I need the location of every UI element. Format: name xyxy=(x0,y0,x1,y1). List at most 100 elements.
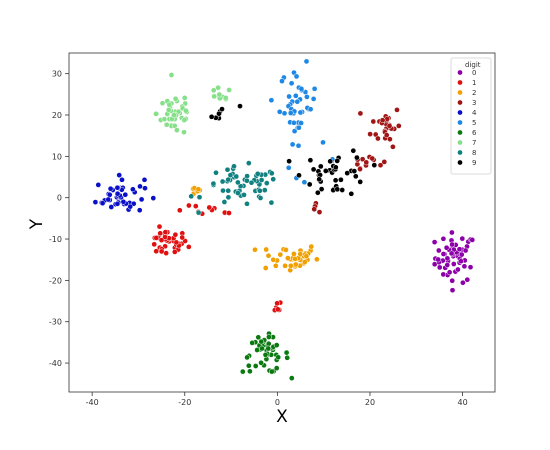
point-digit-6 xyxy=(252,363,259,369)
point-digit-3 xyxy=(379,117,386,124)
point-digit-9 xyxy=(371,162,378,168)
point-digit-4 xyxy=(108,204,115,210)
point-digit-4 xyxy=(116,172,123,178)
point-digit-4 xyxy=(138,196,145,203)
legend-label-1: 1 xyxy=(472,79,476,87)
point-digit-7 xyxy=(171,112,177,118)
point-digit-7 xyxy=(181,95,188,101)
point-digit-7 xyxy=(222,95,229,101)
point-digit-9 xyxy=(354,154,360,161)
point-digit-4 xyxy=(136,207,143,214)
point-digit-1 xyxy=(153,235,160,241)
point-digit-1 xyxy=(176,207,183,214)
legend-marker-1 xyxy=(457,79,463,86)
legend-items: 0 1 2 3 4 5 6 7 8 9 xyxy=(457,69,477,167)
point-digit-0 xyxy=(449,277,456,284)
point-digit-0 xyxy=(435,247,442,254)
point-digit-9 xyxy=(314,189,321,196)
point-digit-2 xyxy=(270,256,277,263)
point-digit-4 xyxy=(105,196,112,203)
point-digit-9 xyxy=(237,103,243,109)
point-digit-9 xyxy=(332,164,339,171)
point-digit-7 xyxy=(226,87,232,93)
legend-label-8: 8 xyxy=(472,149,476,157)
point-digit-4 xyxy=(120,198,127,205)
point-digit-0 xyxy=(455,266,461,273)
point-digit-4 xyxy=(122,191,129,198)
point-digit-3 xyxy=(383,132,390,138)
point-digit-6 xyxy=(239,368,246,375)
point-digit-3 xyxy=(377,162,384,169)
x-tick-label: -40 xyxy=(86,398,99,407)
point-digit-2 xyxy=(287,262,294,269)
point-digit-9 xyxy=(307,157,314,164)
point-digit-5 xyxy=(294,98,301,105)
point-digit-7 xyxy=(165,107,172,113)
point-digit-3 xyxy=(395,123,402,129)
point-digit-1 xyxy=(274,300,280,307)
point-digit-8 xyxy=(213,169,219,176)
point-digit-8 xyxy=(244,177,250,184)
point-digit-4 xyxy=(114,200,121,207)
point-digit-4 xyxy=(142,185,148,192)
point-digit-9 xyxy=(357,179,364,185)
point-digit-2 xyxy=(265,252,272,259)
point-digit-6 xyxy=(275,354,282,361)
point-digit-0 xyxy=(461,263,468,270)
point-digit-5 xyxy=(298,85,305,92)
point-digit-5 xyxy=(291,119,297,126)
legend-label-0: 0 xyxy=(472,69,476,77)
point-digit-9 xyxy=(350,147,357,154)
point-digit-6 xyxy=(284,354,291,361)
point-digit-5 xyxy=(289,141,296,148)
legend-label-7: 7 xyxy=(472,139,476,147)
point-digit-6 xyxy=(265,340,272,347)
point-digit-6 xyxy=(244,354,250,361)
point-digit-6 xyxy=(258,359,264,366)
point-digit-8 xyxy=(263,180,270,186)
point-digit-1 xyxy=(158,248,165,255)
point-digit-2 xyxy=(252,246,258,253)
legend-title: digit xyxy=(465,61,481,69)
y-axis-ticks: -40 -30 -20 -10 0 10 20 30 xyxy=(49,70,69,368)
point-digit-0 xyxy=(448,250,455,257)
point-digit-8 xyxy=(231,163,237,170)
point-digit-2 xyxy=(272,262,279,269)
point-digit-0 xyxy=(456,246,463,253)
point-digit-8 xyxy=(241,192,247,198)
legend-label-5: 5 xyxy=(472,119,476,127)
point-digit-9 xyxy=(334,158,341,164)
point-digit-9 xyxy=(219,106,225,112)
point-digit-9 xyxy=(327,158,334,165)
point-digit-7 xyxy=(159,100,166,107)
point-digit-8 xyxy=(257,195,264,201)
point-digit-8 xyxy=(227,172,234,178)
point-digit-3 xyxy=(381,159,388,165)
point-digit-7 xyxy=(181,117,188,123)
point-digit-6 xyxy=(266,334,272,340)
point-digit-7 xyxy=(172,95,179,102)
point-digit-8 xyxy=(220,187,226,194)
point-digit-9 xyxy=(310,166,317,173)
point-digit-3 xyxy=(390,143,396,150)
point-digit-3 xyxy=(367,131,373,137)
x-tick-label: 40 xyxy=(457,398,467,407)
legend-marker-5 xyxy=(457,119,463,126)
point-digit-3 xyxy=(311,206,318,213)
legend-marker-0 xyxy=(457,69,463,76)
point-digit-9 xyxy=(332,177,339,184)
point-digit-5 xyxy=(268,97,275,104)
point-digit-0 xyxy=(444,255,451,262)
point-digit-8 xyxy=(235,190,241,196)
point-digit-4 xyxy=(114,190,121,197)
point-digit-5 xyxy=(292,92,299,99)
point-digit-4 xyxy=(114,184,121,191)
plot-frame xyxy=(68,52,496,393)
point-digit-4 xyxy=(92,199,99,205)
point-digit-0 xyxy=(443,244,450,251)
point-digit-0 xyxy=(449,229,455,236)
point-digit-5 xyxy=(287,110,294,116)
point-digit-9 xyxy=(348,190,355,197)
point-digit-7 xyxy=(181,129,187,136)
point-digit-8 xyxy=(235,179,241,186)
